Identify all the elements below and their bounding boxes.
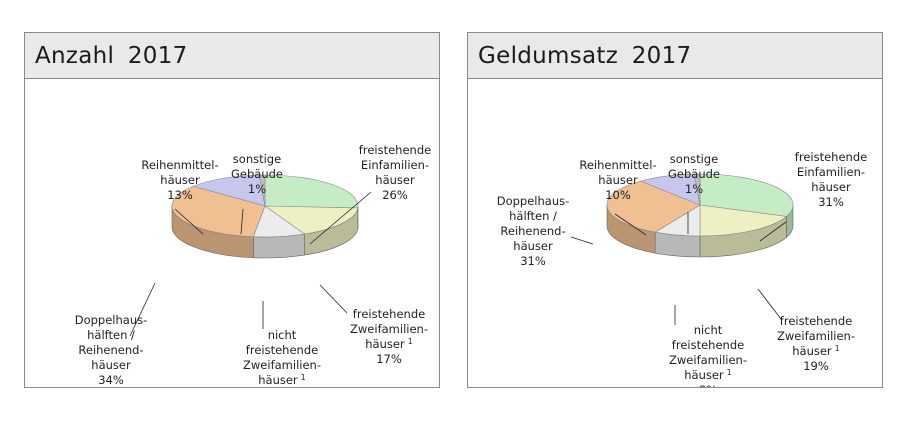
slice-label-line: sonstige: [670, 152, 718, 166]
slice-label-line: Reihenend-: [78, 343, 143, 357]
slice-label-line: Einfamilien-: [361, 158, 429, 172]
leader-line: [240, 208, 244, 235]
pie-side-nicht-freistehende-zweifamilienhaeuser: [253, 233, 305, 259]
chart-panel-geldumsatz: Geldumsatz 2017 freistehende Einfamilien-…: [467, 32, 883, 388]
pie-slice-doppelhaushaelften-reihenendhaeuser: [606, 180, 701, 233]
slice-percent: 31%: [520, 254, 546, 268]
panel-header: Geldumsatz 2017: [468, 33, 882, 79]
slice-label-line: Doppelhaus-: [75, 313, 148, 327]
slice-percent: 31%: [818, 195, 844, 209]
slice-percent: 10%: [605, 188, 631, 202]
slice-label-line: freistehende: [359, 143, 431, 157]
chart-panel-anzahl: Anzahl 2017 freistehende Einfamilien-häus…: [24, 32, 440, 388]
slice-label-line: häuser: [811, 180, 851, 194]
slice-label-line: freistehende: [353, 307, 425, 321]
slice-label-line: freistehende: [795, 150, 867, 164]
pie-chart-anzahl: freistehendeEinfamilien-häuser26%freiste…: [75, 143, 431, 387]
leader-line: [174, 208, 204, 235]
pie-top-group: [606, 173, 794, 237]
pie-slice-freistehende-zweifamilienhaeuser: [264, 205, 359, 235]
slice-percent: 1%: [685, 182, 703, 196]
pie-slice-einfamilienhaeuser: [699, 173, 794, 217]
footnote-marker: 1: [301, 373, 306, 382]
slice-label-line: häuser 1: [792, 344, 840, 358]
slice-label-line: freistehende: [780, 314, 852, 328]
slice-label-line: häuser 1: [365, 337, 413, 351]
pie-slice-sonstige-gebaeude: [693, 173, 701, 206]
slice-label-line: sonstige: [233, 152, 281, 166]
leader-line: [570, 236, 594, 245]
slice-label-line: Reihenmittel-: [141, 158, 218, 172]
leader-line: [129, 282, 156, 337]
pie-side-group: [606, 204, 794, 258]
slice-label-line: Zweifamilien-: [350, 322, 428, 336]
footnote-marker: 1: [835, 344, 840, 353]
slice-label-line: häuser: [91, 358, 131, 372]
slice-label-line: nicht: [268, 328, 297, 342]
slice-label-line: häuser 1: [684, 368, 732, 382]
pie-slice-sonstige-gebaeude: [258, 174, 266, 207]
slice-label-line: Zweifamilien-: [669, 353, 747, 367]
slice-label-line: nicht: [694, 323, 723, 337]
slice-percent: 1%: [248, 182, 266, 196]
slice-label-line: hälften /: [87, 328, 135, 342]
leader-line: [614, 213, 647, 236]
pie-slice-freistehende-zweifamilienhaeuser: [699, 204, 788, 237]
slice-percent: 19%: [803, 359, 829, 373]
leader-line: [759, 221, 787, 242]
slice-label-line: Gebäude: [668, 167, 720, 181]
leader-line: [309, 191, 372, 245]
slice-label-line: häuser: [513, 239, 553, 253]
slice-label-line: Gebäude: [231, 167, 283, 181]
pie-slice-reihenmittelhaeuser: [192, 174, 266, 207]
chart-title: Geldumsatz 2017: [478, 42, 692, 69]
slice-percent: 13%: [167, 188, 193, 202]
pie-chart-geldumsatz: freistehendeEinfamilien-häuser31%freiste…: [497, 150, 867, 387]
slice-label-line: Reihenend-: [500, 224, 565, 238]
slice-label-line: freistehende: [246, 343, 318, 357]
slice-label-line: Doppelhaus-: [497, 194, 570, 208]
slice-label-line: Einfamilien-: [797, 165, 865, 179]
slice-label-line: Zweifamilien-: [777, 329, 855, 343]
slice-percent: 8%: [699, 383, 717, 387]
footnote-marker: 1: [727, 368, 732, 377]
chart-title: Anzahl 2017: [35, 42, 188, 69]
slice-percent: 17%: [376, 352, 402, 366]
leader-line: [319, 284, 348, 314]
slice-label-line: häuser: [375, 173, 415, 187]
leader-line: [757, 288, 782, 320]
slice-label-line: Reihenmittel-: [579, 158, 656, 172]
slice-label-line: hälften /: [509, 209, 557, 223]
slice-label-line: freistehende: [672, 338, 744, 352]
slice-label-line: häuser: [160, 173, 200, 187]
panel-header: Anzahl 2017: [25, 33, 439, 79]
slice-percent: 26%: [382, 188, 408, 202]
footnote-marker: 1: [408, 337, 413, 346]
slice-percent: 34%: [98, 373, 124, 387]
slice-label-line: Zweifamilien-: [243, 358, 321, 372]
slice-label-line: häuser: [598, 173, 638, 187]
slice-label-line: häuser 1: [258, 373, 306, 387]
